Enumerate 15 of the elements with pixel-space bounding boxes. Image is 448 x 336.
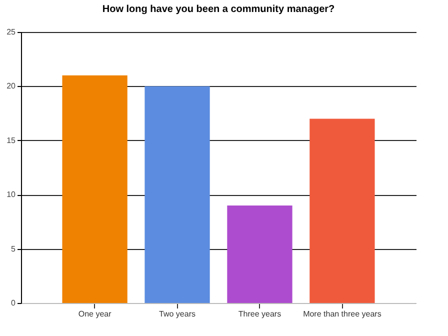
x-tick-label: Three years — [238, 310, 282, 318]
chart-title: How long have you been a community manager? — [102, 4, 335, 15]
bar — [310, 118, 375, 303]
y-tick-label: 0 — [11, 298, 16, 308]
y-tick-label: 10 — [6, 190, 16, 200]
y-tick-label: 5 — [11, 244, 16, 254]
x-tick-label: One year — [78, 310, 112, 318]
bar — [62, 75, 128, 303]
y-tick-label: 20 — [6, 82, 16, 91]
x-tick-label: Two years — [159, 310, 196, 318]
bar — [144, 86, 210, 303]
y-tick-label: 15 — [6, 136, 16, 145]
y-tick-label: 25 — [6, 28, 16, 36]
bar — [227, 205, 292, 303]
x-tick-label: More than three years — [303, 310, 382, 318]
